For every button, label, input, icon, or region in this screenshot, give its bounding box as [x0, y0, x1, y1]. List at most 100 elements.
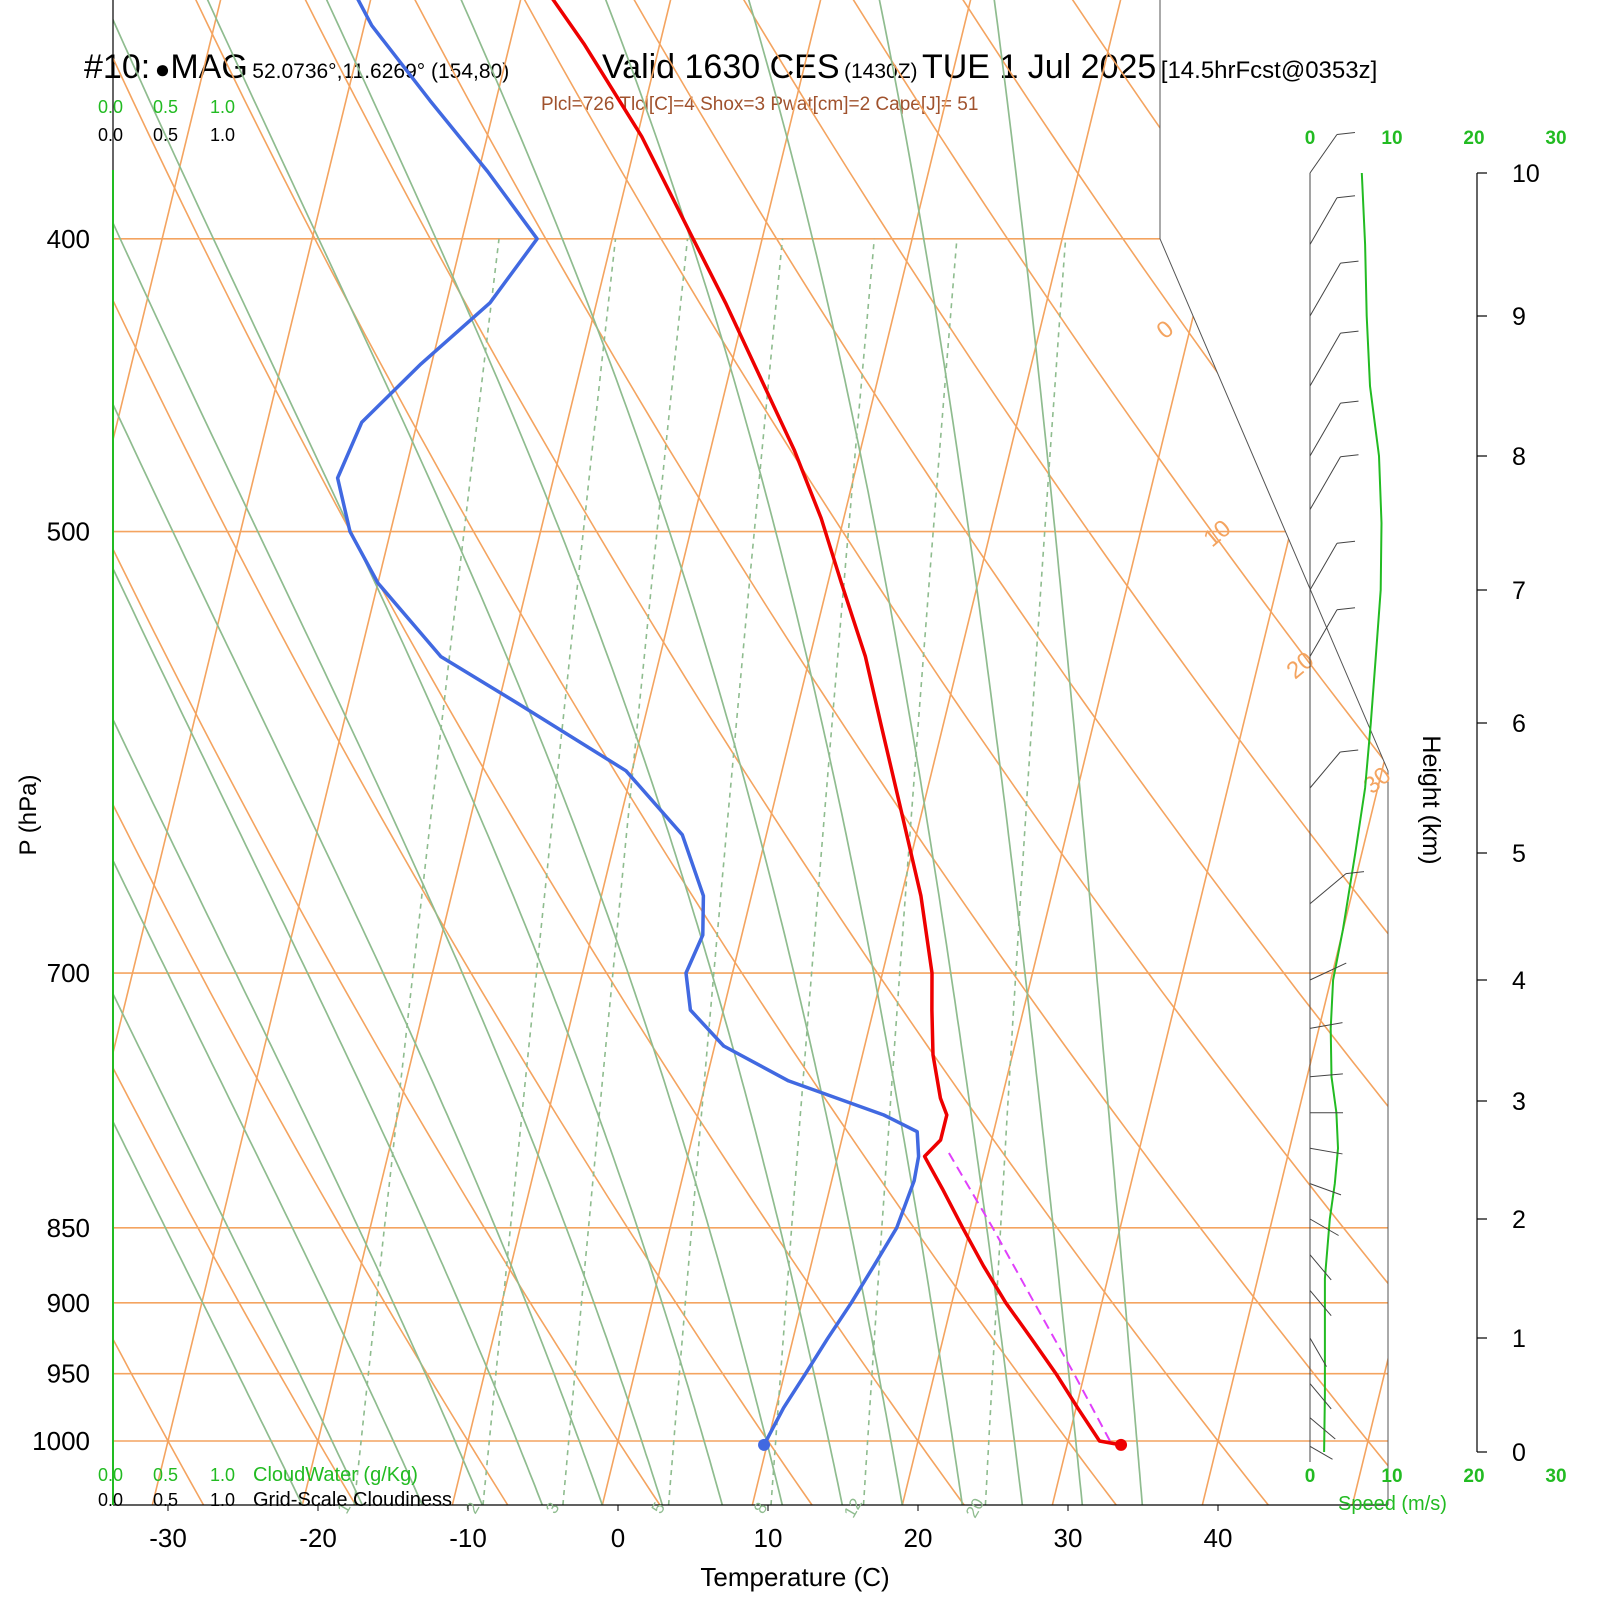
wind-barb: [1309, 197, 1338, 245]
dry-adiabat-line: [1540, 0, 1600, 1505]
dry-adiabat-line: [113, 0, 965, 1506]
height-tick-label: 4: [1512, 967, 1526, 995]
series-layer: [251, 0, 1122, 1447]
wind-barb: [1309, 609, 1338, 657]
speed-tick-bottom: 30: [1545, 1466, 1566, 1487]
temperature-tick-label: -30: [149, 1523, 187, 1553]
speed-tick-bottom: 0: [1305, 1466, 1316, 1487]
cloudwater-tick-top: 0.5: [153, 97, 178, 117]
cloudwater-tick-top: 0.0: [98, 97, 123, 117]
wind-barb-flag: [1336, 607, 1356, 611]
dewpoint-surface-marker: [758, 1438, 771, 1451]
wind-barb: [1309, 456, 1341, 510]
cloudwater-tick-bottom: 0.0: [98, 1465, 123, 1485]
wind-barb: [1309, 1417, 1336, 1440]
height-tick-label: 0: [1512, 1439, 1526, 1467]
wind-barb: [1309, 751, 1341, 789]
height-tick-label: 10: [1512, 160, 1540, 188]
mixing-ratio-line: [862, 238, 958, 1506]
height-tick-label: 7: [1512, 577, 1526, 605]
mixing-ratio-line: [353, 238, 500, 1506]
dry-adiabat-line: [428, 0, 1388, 1506]
moist-adiabat-line: [788, 0, 1084, 1506]
speed-tick-top: 10: [1381, 128, 1402, 149]
station-marker-icon: ●: [154, 54, 171, 84]
wind-barb-flag: [1340, 749, 1359, 753]
wind-barb: [1309, 1022, 1343, 1029]
wind-barb-flag: [1336, 195, 1356, 199]
wind-barb-flag: [1345, 871, 1365, 875]
isotherm-label-right: 0: [1152, 315, 1180, 344]
dry-adiabat-line: [113, 0, 357, 1506]
mixing-ratio-label: 3: [542, 1499, 563, 1517]
wind-panel: 0 1 2 3 4 5 6 7 8 9 10 0 0 10 10 20 20 30 30: [1305, 128, 1567, 1487]
background-lines: [0, 0, 1600, 1506]
cloudwater-label: CloudWater (g/Kg): [253, 1464, 418, 1486]
isotherm-line: [451, 0, 914, 1506]
wind-barb-flag: [1336, 132, 1356, 135]
temperature-tick-label: 20: [904, 1523, 933, 1553]
temperature-tick-label: 40: [1204, 1523, 1233, 1553]
wind-barb-flag: [1340, 400, 1359, 404]
pressure-tick-label: 1000: [32, 1426, 90, 1456]
wind-barb: [1309, 1147, 1343, 1155]
dry-adiabat-line: [113, 0, 509, 1506]
pressure-tick-label: 950: [47, 1359, 90, 1389]
cloudiness-tick-top: 1.0: [210, 125, 235, 145]
label-layer: 1235812200102030250300400500700850900950…: [32, 97, 1396, 1553]
mixing-ratio-line: [562, 238, 689, 1506]
dry-adiabat-line: [227, 0, 1388, 1506]
temperature-tick-label: -20: [299, 1523, 337, 1553]
station-coords: 52.0736°,11.6269° (154,80): [252, 60, 510, 83]
speed-tick-top: 20: [1463, 128, 1484, 149]
cloudiness-tick-bottom: 0.0: [98, 1490, 123, 1510]
isotherm-line: [1351, 0, 1388, 1506]
y-axis-title: P (hPa): [15, 775, 42, 856]
cloudiness-label: Grid-Scale Cloudiness: [253, 1489, 452, 1511]
moist-adiabat-line: [113, 0, 604, 1506]
isotherm-line: [901, 0, 1364, 1506]
isotherm-line: [301, 0, 764, 1506]
isotherm-line: [1201, 0, 1388, 1506]
moist-adiabat-line: [113, 0, 424, 1506]
moist-adiabat-line: [619, 0, 1024, 1506]
speed-tick-bottom: 10: [1381, 1466, 1402, 1487]
wind-barb: [1309, 134, 1338, 174]
x-axis-title: Temperature (C): [700, 1562, 889, 1592]
moist-adiabat-line: [113, 0, 784, 1506]
mixing-ratio-line: [984, 238, 1067, 1506]
mixing-ratio-line: [667, 238, 784, 1506]
moist-adiabat-line: [113, 0, 484, 1506]
cloudiness-tick-bottom: 1.0: [210, 1490, 235, 1510]
temperature-tick-label: 10: [754, 1523, 783, 1553]
dry-adiabat-line: [731, 0, 1388, 1506]
valid-time: Valid 1630 CES: [602, 48, 840, 86]
wind-barb-flag: [1336, 540, 1356, 544]
speed-axis-title: Speed (m/s): [1338, 1493, 1447, 1515]
cloudwater-tick-bottom: 1.0: [210, 1465, 235, 1485]
height-tick-label: 8: [1512, 443, 1526, 471]
wind-barb: [1309, 1218, 1339, 1236]
dry-adiabat-line: [832, 0, 1388, 1506]
cloudiness-tick-top: 0.0: [98, 125, 123, 145]
mixing-ratio-label: 12: [840, 1495, 866, 1521]
dry-adiabat-line: [630, 0, 1388, 1506]
wind-barb: [1309, 332, 1341, 387]
isotherm-line: [601, 0, 1064, 1506]
wind-barb: [1309, 1183, 1342, 1196]
plot-frame: [112, 0, 1389, 1506]
frame-right: [1159, 0, 1389, 1506]
height-tick-label: 3: [1512, 1088, 1526, 1116]
height-tick-label: 1: [1512, 1325, 1526, 1353]
temperature-tick-label: 0: [611, 1523, 625, 1553]
wind-barb: [1309, 962, 1347, 981]
cloudwater-tick-bottom: 0.5: [153, 1465, 178, 1485]
moist-adiabat-line: [113, 0, 724, 1506]
height-tick-label: 9: [1512, 303, 1526, 331]
wind-barb: [1309, 1073, 1343, 1078]
wind-barb: [1309, 1383, 1332, 1410]
cloudiness-tick-top: 0.5: [153, 125, 178, 145]
isotherm-line: [0, 0, 13, 1505]
wind-barb-flag: [1340, 330, 1359, 334]
